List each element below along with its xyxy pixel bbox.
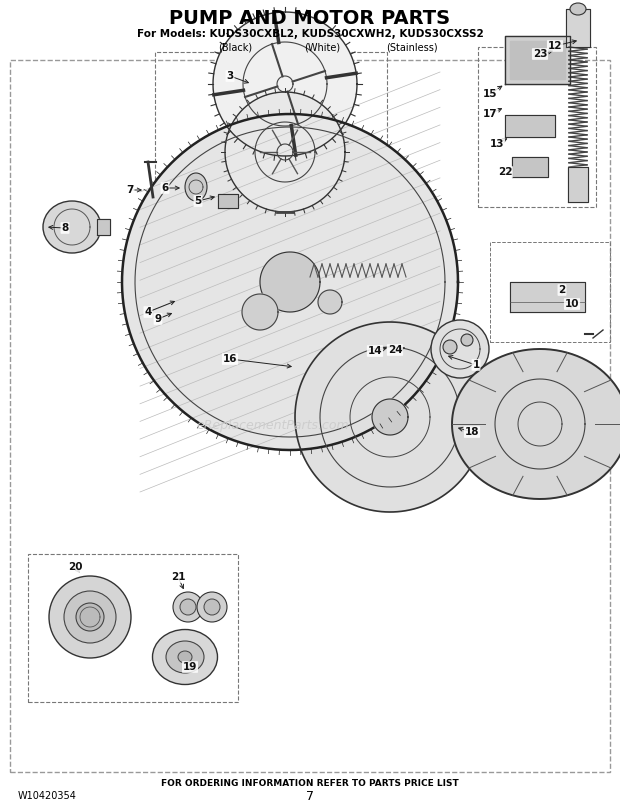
Text: 2: 2 — [559, 285, 565, 295]
Polygon shape — [225, 92, 345, 212]
Polygon shape — [510, 282, 585, 312]
Text: 6: 6 — [161, 183, 169, 193]
Text: 14: 14 — [368, 346, 383, 356]
Text: (Black): (Black) — [218, 42, 253, 52]
Ellipse shape — [173, 592, 203, 622]
Text: 8: 8 — [61, 223, 69, 233]
Text: 9: 9 — [154, 314, 162, 324]
Ellipse shape — [431, 320, 489, 378]
Polygon shape — [213, 12, 357, 156]
Text: FOR ORDERING INFORMATION REFER TO PARTS PRICE LIST: FOR ORDERING INFORMATION REFER TO PARTS … — [161, 780, 459, 788]
Text: (White): (White) — [304, 42, 340, 52]
Ellipse shape — [64, 591, 116, 643]
Ellipse shape — [197, 592, 227, 622]
Ellipse shape — [461, 334, 473, 346]
Polygon shape — [568, 167, 588, 202]
Ellipse shape — [76, 603, 104, 631]
Text: 4: 4 — [144, 307, 152, 317]
Polygon shape — [510, 41, 565, 79]
Ellipse shape — [153, 630, 218, 684]
Polygon shape — [218, 194, 238, 208]
Text: PUMP AND MOTOR PARTS: PUMP AND MOTOR PARTS — [169, 9, 451, 27]
Text: 1: 1 — [472, 360, 480, 370]
Text: 15: 15 — [483, 89, 497, 99]
Polygon shape — [260, 252, 320, 312]
Ellipse shape — [570, 3, 586, 15]
Polygon shape — [566, 9, 590, 47]
Polygon shape — [512, 157, 548, 177]
Text: 10: 10 — [565, 299, 579, 309]
Polygon shape — [97, 219, 110, 235]
Ellipse shape — [180, 599, 196, 615]
Text: 21: 21 — [170, 572, 185, 582]
Ellipse shape — [43, 201, 101, 253]
Text: 23: 23 — [533, 49, 547, 59]
Text: 22: 22 — [498, 167, 512, 177]
Text: 12: 12 — [547, 41, 562, 51]
Polygon shape — [505, 36, 570, 84]
Text: 7: 7 — [126, 185, 134, 195]
Text: 18: 18 — [465, 427, 479, 437]
Bar — [28, 554, 238, 702]
Text: 5: 5 — [195, 196, 202, 206]
Text: 24: 24 — [388, 345, 402, 355]
Bar — [478, 47, 596, 207]
Text: 19: 19 — [183, 662, 197, 672]
Polygon shape — [318, 290, 342, 314]
Text: 16: 16 — [223, 354, 237, 364]
Text: W10420354: W10420354 — [18, 791, 77, 801]
Text: For Models: KUDS30CXBL2, KUDS30CXWH2, KUDS30CXSS2: For Models: KUDS30CXBL2, KUDS30CXWH2, KU… — [136, 29, 484, 39]
Polygon shape — [372, 399, 408, 435]
Ellipse shape — [443, 340, 457, 354]
Polygon shape — [242, 294, 278, 330]
Text: 3: 3 — [226, 71, 234, 81]
Text: 20: 20 — [68, 562, 82, 572]
Text: (Stainless): (Stainless) — [386, 42, 438, 52]
Text: 13: 13 — [490, 139, 504, 149]
Bar — [10, 60, 610, 772]
Polygon shape — [295, 322, 485, 512]
Ellipse shape — [178, 651, 192, 663]
Bar — [490, 242, 610, 342]
Bar — [155, 52, 387, 212]
Text: eReplacementParts.com: eReplacementParts.com — [197, 419, 349, 431]
Ellipse shape — [166, 641, 204, 673]
Polygon shape — [122, 114, 458, 450]
Ellipse shape — [49, 576, 131, 658]
Ellipse shape — [204, 599, 220, 615]
Ellipse shape — [185, 173, 207, 201]
Text: 17: 17 — [483, 109, 497, 119]
Polygon shape — [452, 349, 620, 499]
Text: 7: 7 — [306, 789, 314, 802]
Polygon shape — [505, 115, 555, 137]
